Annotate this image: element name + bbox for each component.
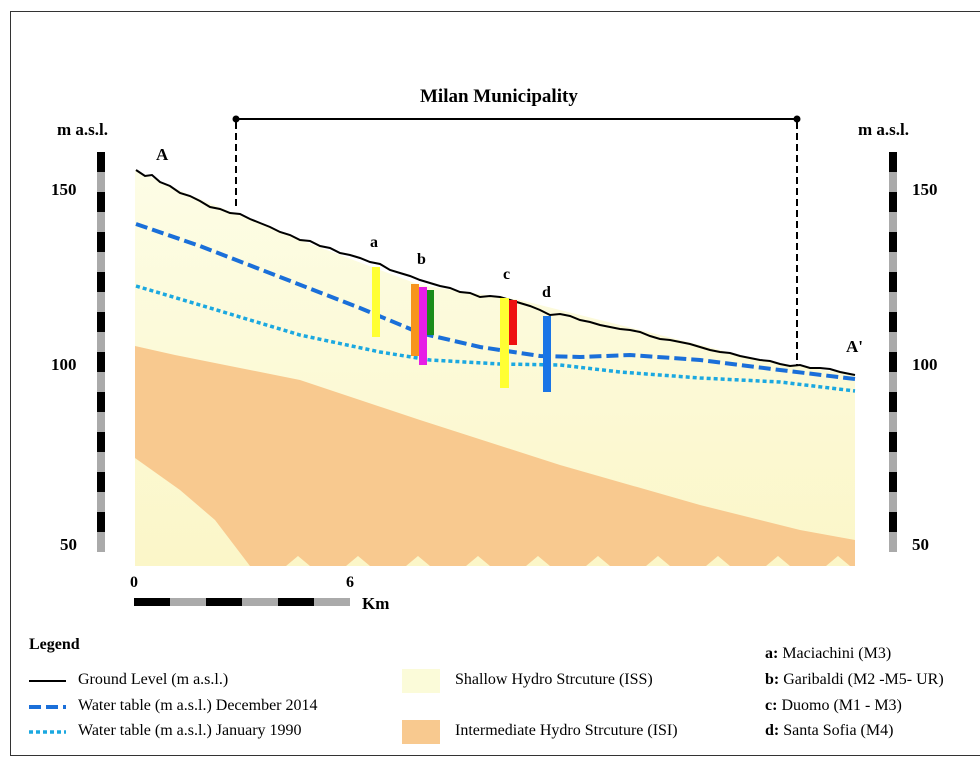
legend-station-d-key: d: <box>765 722 780 739</box>
station-a-bars <box>372 267 380 337</box>
station-c-label: c <box>503 266 511 283</box>
water-table-2014-line <box>135 222 856 381</box>
right-tick-50: 50 <box>912 535 929 554</box>
right-depth-ruler <box>889 152 897 552</box>
scale-bar <box>134 598 350 606</box>
left-axis-unit-label: m a.s.l. <box>57 120 108 139</box>
right-tick-150: 150 <box>912 180 938 199</box>
station-a-label: a <box>370 234 378 251</box>
legend-water-table-2014-label: Water table (m a.s.l.) December 2014 <box>78 697 318 714</box>
legend-shallow-structure-label: Shallow Hydro Strcuture (ISS) <box>455 671 653 688</box>
legend-intermediate-structure-label: Intermediate Hydro Strcuture (ISI) <box>455 722 678 739</box>
legend-station-a-key: a: <box>765 645 779 662</box>
legend-station-b-name: Garibaldi (M2 -M5- UR) <box>783 671 944 688</box>
legend-station-b: b: Garibaldi (M2 -M5- UR) <box>765 671 944 689</box>
legend-station-a-name: Maciachini (M3) <box>782 645 892 662</box>
legend-water-table-1990-label: Water table (m a.s.l.) January 1990 <box>78 722 302 739</box>
legend-station-d: d: Santa Sofia (M4) <box>765 722 893 740</box>
station-c-bars <box>500 298 517 388</box>
legend-station-c-key: c: <box>765 697 778 714</box>
legend-station-c: c: Duomo (M1 - M3) <box>765 697 902 715</box>
scale-mid-label: 6 <box>346 574 354 591</box>
municipality-bracket <box>232 115 801 366</box>
section-end-label: A' <box>846 337 863 356</box>
station-d-bars <box>543 316 551 392</box>
scale-start-label: 0 <box>130 574 138 591</box>
left-tick-150: 150 <box>51 180 77 199</box>
left-tick-100: 100 <box>51 355 77 374</box>
diagram-title: Milan Municipality <box>420 86 578 107</box>
ground-level-line <box>135 169 856 376</box>
station-b-bars <box>411 284 434 365</box>
figure-frame <box>10 11 980 756</box>
station-d-label: d <box>542 284 551 301</box>
legend-station-d-name: Santa Sofia (M4) <box>783 722 894 739</box>
legend-station-b-key: b: <box>765 671 780 688</box>
legend-title: Legend <box>29 636 80 653</box>
scale-unit-label: Km <box>362 594 390 613</box>
legend-symbols <box>29 669 440 744</box>
intermediate-hydro-structure-area <box>135 346 855 566</box>
legend-station-c-name: Duomo (M1 - M3) <box>781 697 902 714</box>
right-axis-unit-label: m a.s.l. <box>858 120 909 139</box>
section-start-label: A <box>156 145 169 164</box>
left-depth-ruler <box>97 152 105 552</box>
station-b-label: b <box>417 251 426 268</box>
legend-ground-level-label: Ground Level (m a.s.l.) <box>78 671 229 688</box>
right-tick-100: 100 <box>912 355 938 374</box>
left-tick-50: 50 <box>60 535 77 554</box>
legend-station-a: a: Maciachini (M3) <box>765 645 891 663</box>
